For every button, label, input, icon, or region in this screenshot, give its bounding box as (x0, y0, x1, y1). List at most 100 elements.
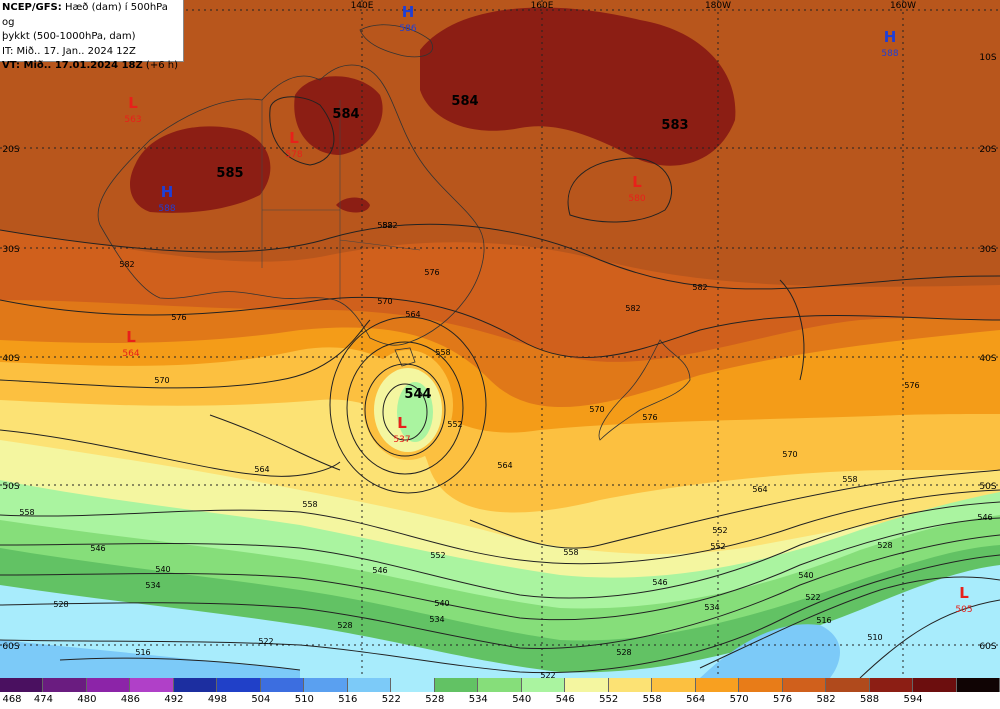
legend-swatch (86, 678, 131, 692)
latitude-label-left: 40S (2, 354, 19, 364)
latitude-label-right: 20S (979, 145, 996, 155)
pressure-center-low: L (128, 94, 138, 112)
latitude-label-right: 50S (979, 482, 996, 492)
latitude-label-right: 40S (979, 354, 996, 364)
blob-588-small (336, 197, 370, 213)
legend-swatch (347, 678, 392, 692)
legend-value: 552 (599, 694, 619, 705)
contour-label: 564 (405, 310, 420, 319)
contour-label: 570 (154, 376, 169, 385)
legend-swatch (130, 678, 174, 692)
legend-value: 474 (33, 694, 54, 705)
contour-label: 528 (877, 541, 892, 550)
legend-value: 516 (338, 694, 358, 705)
contour-label: 576 (424, 268, 439, 277)
legend-value: 492 (164, 694, 184, 705)
legend-swatch (391, 678, 435, 692)
contour-label: 516 (816, 616, 831, 625)
legend-value: 546 (555, 694, 575, 705)
longitude-label: 140E (351, 1, 374, 11)
height-contours (0, 96, 1000, 678)
contour-label: 570 (589, 405, 604, 414)
contour-label: 564 (497, 461, 512, 470)
new-zealand-coastline (598, 339, 691, 441)
contour-label: 510 (867, 633, 882, 642)
contour-label: 528 (337, 621, 352, 630)
contour-label: 540 (798, 571, 813, 580)
band-516-522 (0, 640, 300, 678)
legend-swatch (304, 678, 348, 692)
contour-label: 528 (53, 600, 68, 609)
contour-label: 534 (429, 615, 444, 624)
legend-value: 540 (512, 694, 532, 705)
contour-label: 546 (977, 513, 992, 522)
legend-swatch (652, 678, 696, 692)
contour-label: 546 (652, 578, 667, 587)
legend-value: 558 (642, 694, 662, 705)
contour-label: 522 (258, 637, 273, 646)
thickness-value: 544 (404, 387, 431, 402)
pressure-center-high: H (402, 3, 415, 21)
contour-label: 564 (752, 485, 767, 494)
legend-swatch (478, 678, 522, 692)
legend-value: 594 (903, 694, 923, 705)
legend-value: 534 (468, 694, 488, 705)
longitude-label: 160E (531, 1, 554, 11)
thickness-value: 585 (216, 166, 243, 181)
legend-swatch (826, 678, 870, 692)
title-line-1: Hæð (dam) í 500hPa og (2, 2, 168, 28)
longitude-label: 160W (890, 1, 916, 11)
forecast-hour: (+6 h) (142, 60, 178, 71)
pressure-center-high: H (884, 28, 897, 46)
png-coastline (359, 24, 433, 58)
map-info-header: NCEP/GFS: Hæð (dam) í 500hPa og þykkt (5… (0, 0, 184, 71)
legend-value: 582 (816, 694, 836, 705)
legend-swatch (869, 678, 914, 692)
contour-label: 516 (135, 648, 150, 657)
title-line-2: þykkt (500-1000hPa, dam) (2, 31, 136, 42)
legend-swatch (913, 678, 957, 692)
pressure-center-low: L (959, 584, 969, 602)
legend-value: 564 (686, 694, 706, 705)
contour-label: 570 (782, 450, 797, 459)
pressure-center-value: 588 (881, 49, 898, 59)
model-name: NCEP/GFS: (2, 2, 62, 13)
legend-swatch (217, 678, 261, 692)
legend-value: 588 (860, 694, 880, 705)
latitude-label-right: 10S (979, 53, 996, 63)
latitude-label-left: 50S (2, 482, 19, 492)
pressure-center-high: H (161, 183, 174, 201)
pressure-center-value: 505 (955, 605, 972, 615)
contour-label: 540 (155, 565, 170, 574)
contour-label: 546 (90, 544, 105, 553)
legend-swatches (0, 678, 1000, 692)
initial-time: IT: Mið.. 17. Jan.. 2024 12Z (2, 45, 136, 57)
latitude-label-right: 60S (979, 642, 996, 652)
pressure-center-value: 563 (124, 115, 141, 125)
contour-label: 534 (704, 603, 719, 612)
pressure-center-low: L (289, 129, 299, 147)
latitude-label-left: 60S (2, 642, 19, 652)
legend-swatch (782, 678, 827, 692)
contour-label: 552 (710, 542, 725, 551)
thickness-value: 584 (332, 107, 359, 122)
state-borders (261, 100, 421, 300)
pressure-center-value: 578 (285, 150, 302, 160)
thickness-value: 584 (451, 94, 478, 109)
latitude-label-left: 20S (2, 145, 19, 155)
valid-time: VT: Mið.. 17.01.2024 18Z (2, 60, 143, 71)
legend-labels: 468 474 480 486 492 498 504 510 516 522 528 534 540 5… (0, 694, 1000, 708)
pressure-center-value: 588 (158, 204, 175, 214)
color-legend: 468 474 480 486 492 498 504 510 516 522 528 534 540 5… (0, 678, 1000, 709)
pressure-center-low: L (126, 328, 136, 346)
latitude-label-right: 30S (979, 245, 996, 255)
contour-label: 558 (435, 348, 450, 357)
legend-value: 528 (425, 694, 445, 705)
contour-label: 558 (19, 508, 34, 517)
thickness-value: 583 (661, 118, 688, 133)
legend-swatch (0, 678, 44, 692)
legend-value: 486 (120, 694, 140, 705)
legend-value: 468 (2, 694, 22, 705)
contour-label: 522 (540, 671, 555, 678)
contour-label: 558 (563, 548, 578, 557)
